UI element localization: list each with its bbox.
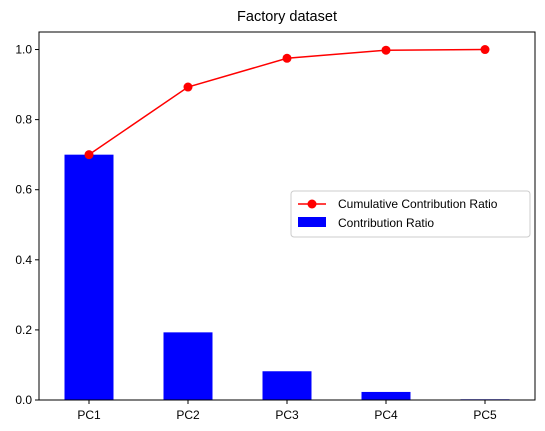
legend-box [290,190,531,238]
cumulative-point-pc2 [183,82,193,92]
y-tick-label: 0.8 [15,113,32,127]
bar-pc1 [64,154,114,400]
y-tick-label: 0.6 [15,183,32,197]
cumulative-line [88,48,486,156]
cumulative-line-group [84,45,490,160]
bar-pc4 [361,391,411,400]
y-tick-label: 0.0 [15,393,32,407]
bar-pc3 [262,371,312,400]
cumulative-point-pc5 [480,45,490,55]
x-tick-label-pc3: PC3 [275,408,299,422]
legend-label-contribution: Contribution Ratio [338,216,434,230]
bar-pc2 [163,332,213,400]
cumulative-point-pc4 [381,45,391,55]
x-tick-label-pc2: PC2 [176,408,200,422]
cumulative-point-pc3 [282,53,292,63]
cumulative-point-pc1 [84,150,94,160]
legend-label-cumulative: Cumulative Contribution Ratio [338,197,498,211]
bars-group [64,154,510,400]
legend-marker-swatch [307,199,317,209]
y-axis: 0.0 0.2 0.4 0.6 0.8 1.0 [15,43,39,407]
y-tick-label: 0.2 [15,323,32,337]
y-tick-label: 0.4 [15,253,32,267]
legend-bar-swatch [298,217,326,227]
x-axis: PC1 PC2 PC3 PC4 PC5 [77,400,497,422]
x-tick-label-pc4: PC4 [374,408,398,422]
legend: Cumulative Contribution Ratio Contributi… [290,190,531,238]
x-tick-label-pc5: PC5 [473,408,497,422]
y-tick-label: 1.0 [15,43,32,57]
chart-title: Factory dataset [237,9,337,25]
x-tick-label-pc1: PC1 [77,408,101,422]
